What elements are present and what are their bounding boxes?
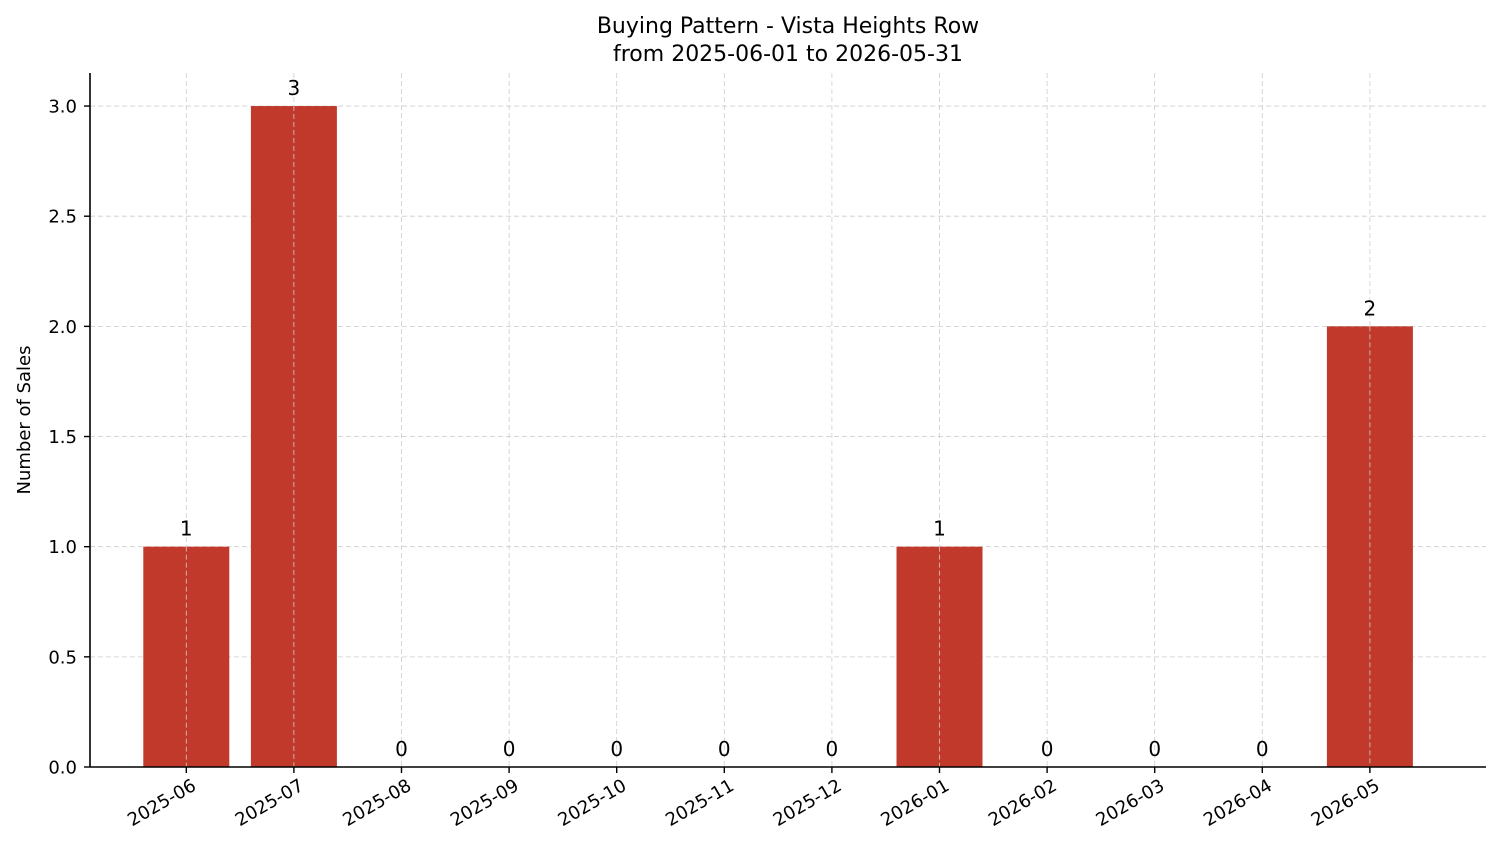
bar-value-label: 2 [1364,296,1377,320]
bar-value-label: 0 [1148,737,1161,761]
y-tick-label: 1.0 [48,537,77,558]
x-tick-label-2025-11: 2025-11 [662,775,738,831]
y-tick-label: 0.0 [48,758,77,779]
x-tick-label-2026-05: 2026-05 [1308,775,1384,831]
bar-value-label: 0 [503,737,516,761]
bar-value-label: 0 [826,737,839,761]
y-tick-label: 1.5 [48,427,77,448]
y-tick-label: 0.5 [48,647,77,668]
bar-value-label: 1 [180,517,193,541]
x-tick-label-2026-03: 2026-03 [1093,775,1169,831]
x-tick-label-2026-04: 2026-04 [1200,775,1276,831]
chart-title-line1: Buying Pattern - Vista Heights Row [597,14,979,39]
bar-value-label: 1 [933,517,946,541]
x-tick-label-2025-12: 2025-12 [770,775,846,831]
x-tick-label-2025-10: 2025-10 [555,775,631,831]
bar-value-label: 0 [718,737,731,761]
y-tick-label: 2.0 [48,317,77,338]
x-tick-label-2025-09: 2025-09 [447,775,523,831]
chart-title-line2: from 2025-06-01 to 2026-05-31 [613,42,963,67]
bar-value-label: 0 [395,737,408,761]
x-tick-label-2026-01: 2026-01 [877,775,953,831]
bar-value-label: 0 [1041,737,1054,761]
bars-layer [143,106,1413,768]
x-tick-label-2025-07: 2025-07 [232,775,308,831]
x-tick-label-2025-08: 2025-08 [339,775,415,831]
y-tick-label: 3.0 [48,97,77,118]
bar-value-label: 0 [610,737,623,761]
x-tick-label-2025-06: 2025-06 [124,775,200,831]
labels-layer: 0.0 0.5 1.0 1.5 2.0 2.5 3.0 2025-06 2025-07 2025-… [48,76,1383,831]
axes-layer [84,73,1486,773]
x-tick-label-2026-02: 2026-02 [985,775,1061,831]
y-axis-label: Number of Sales [14,345,35,494]
bar-value-label: 3 [288,76,301,100]
y-tick-label: 2.5 [48,207,77,228]
bar-value-label: 0 [1256,737,1269,761]
